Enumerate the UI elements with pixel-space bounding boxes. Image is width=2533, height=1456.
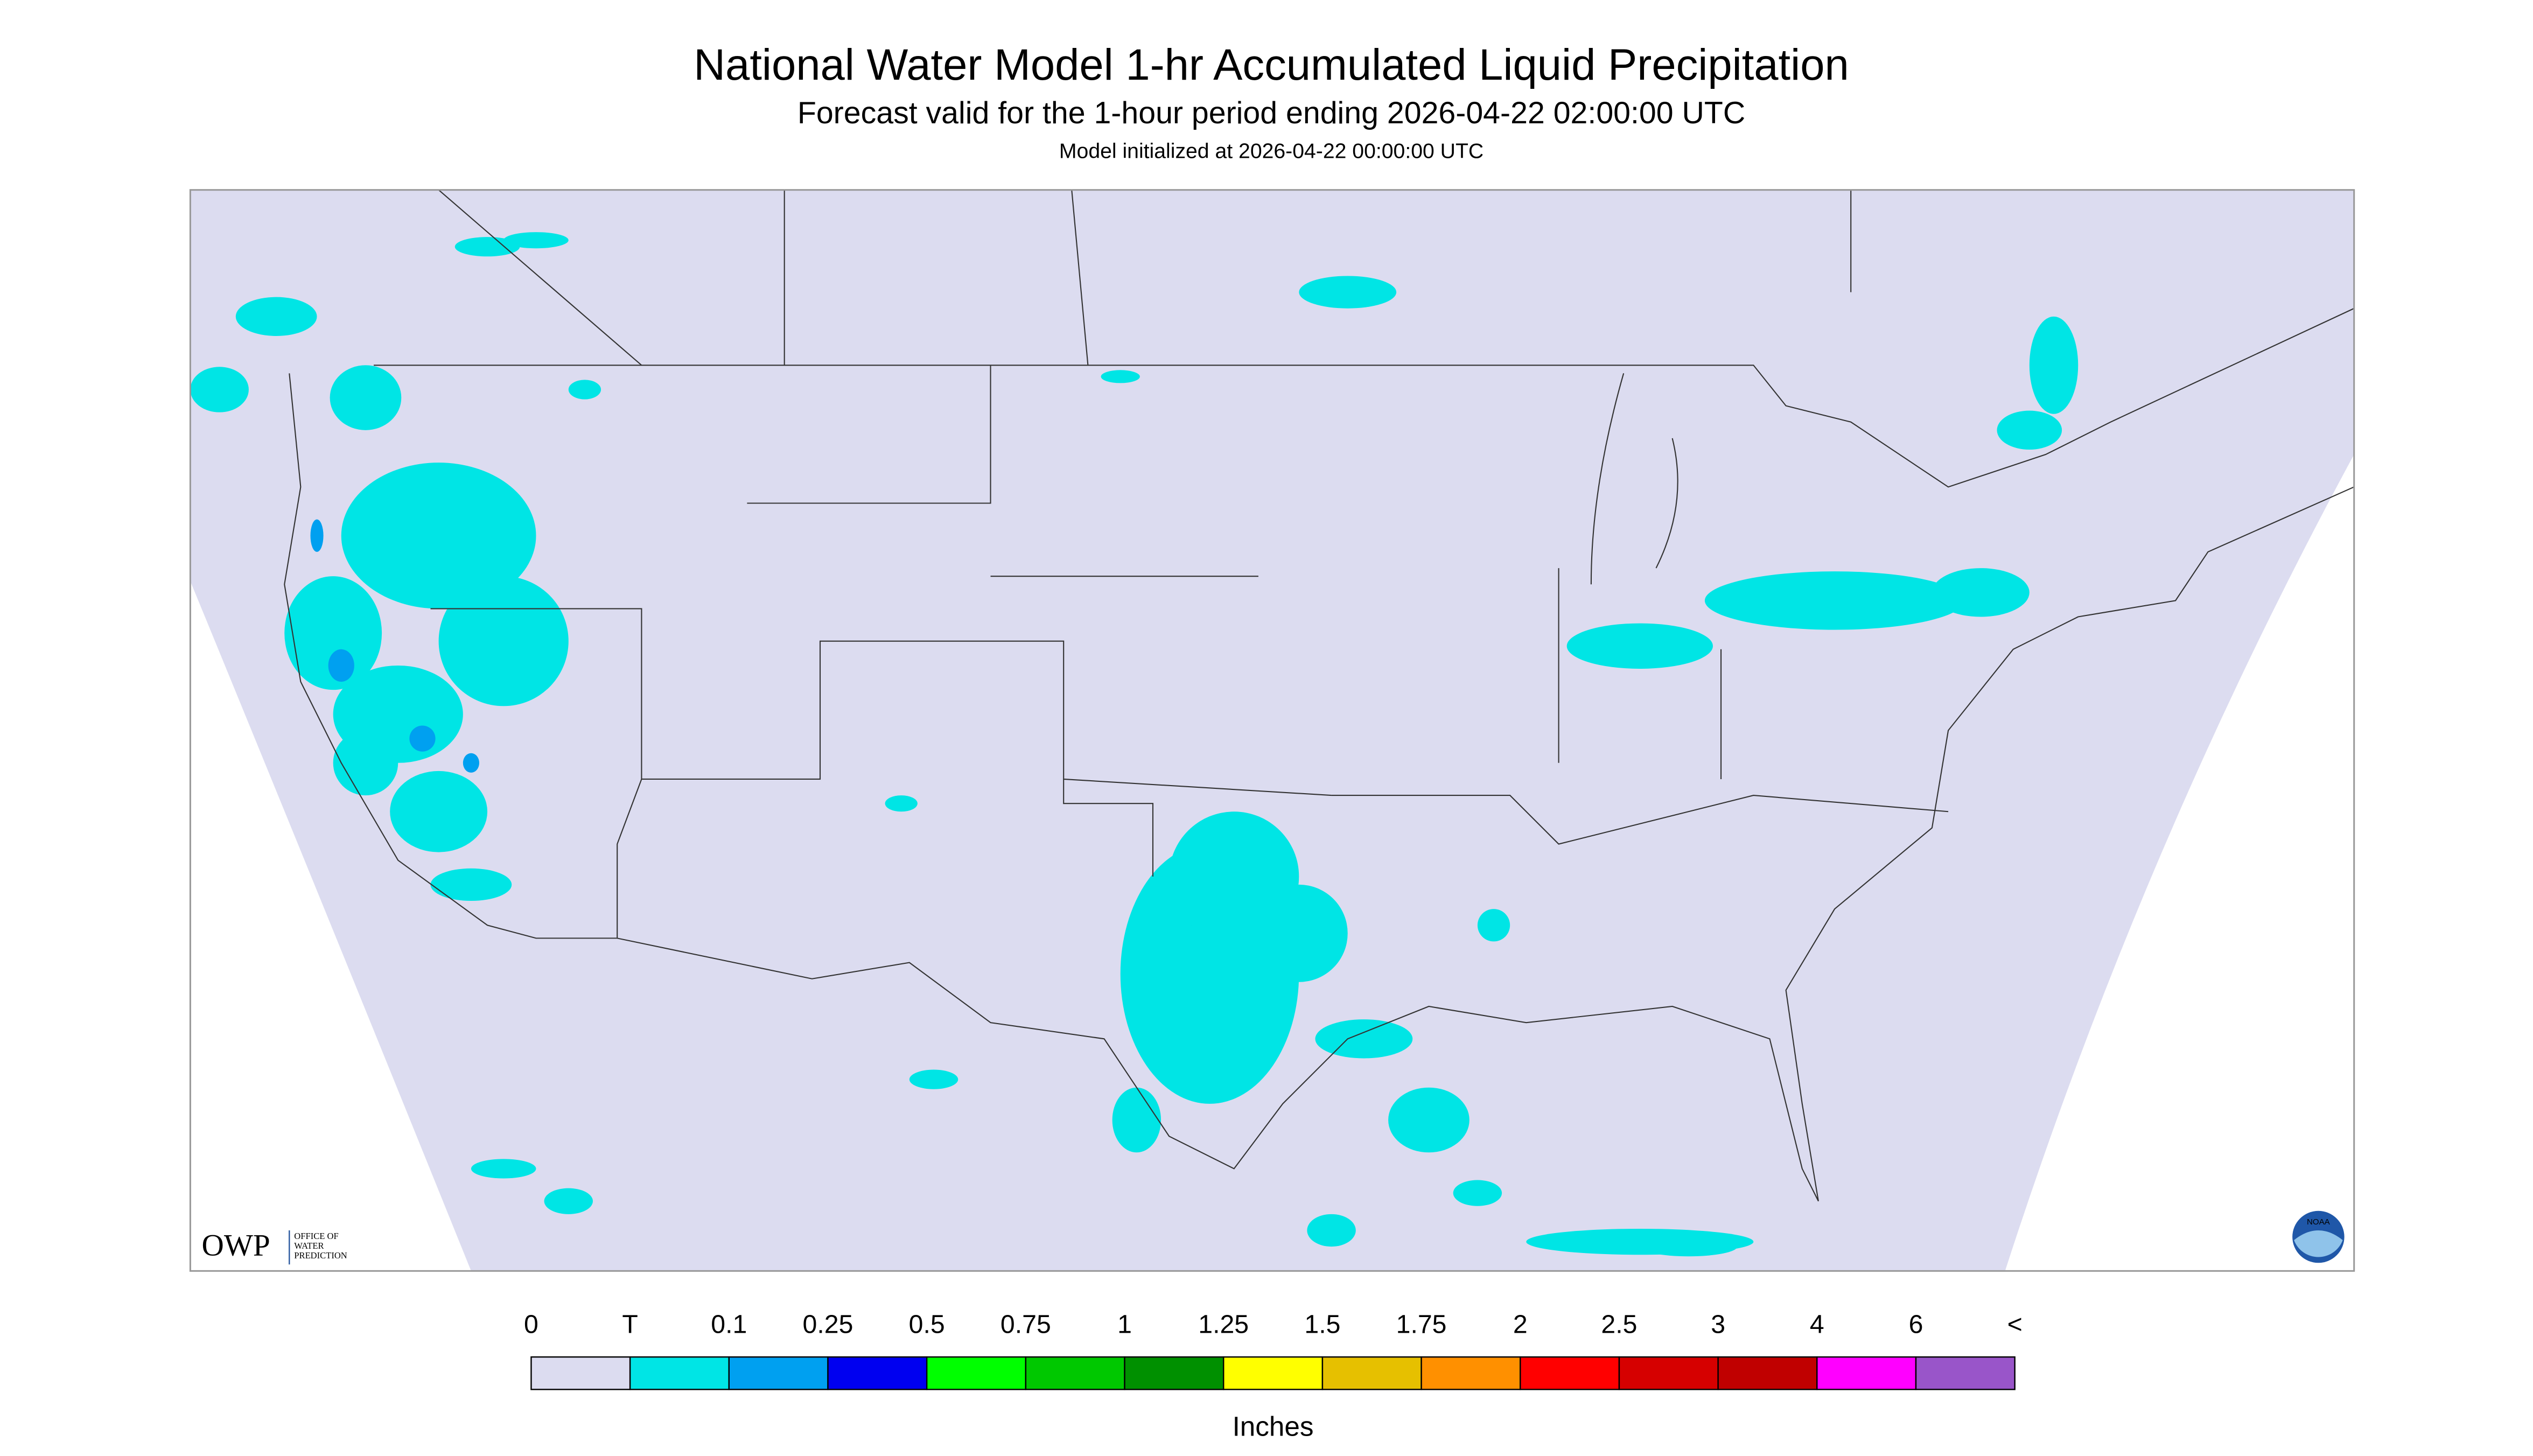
precip-area xyxy=(544,1188,593,1214)
map-frame xyxy=(189,189,2355,1272)
owp-logo-text: PREDICTION xyxy=(294,1250,347,1261)
precip-heavy xyxy=(328,649,354,682)
precip-area xyxy=(430,868,512,901)
noaa-logo-wave xyxy=(2294,1230,2343,1257)
precip-area xyxy=(330,365,402,430)
precip-area xyxy=(471,1159,536,1179)
precip-area xyxy=(1315,1019,1413,1059)
init-time: Model initialized at 2026-04-22 00:00:00… xyxy=(1059,140,1484,163)
legend-label: 4 xyxy=(1810,1310,1824,1339)
precip-area xyxy=(2029,316,2079,414)
legend-label: 2 xyxy=(1513,1310,1528,1339)
precip-area xyxy=(284,576,382,690)
boundary-line xyxy=(1331,795,1949,845)
legend-swatch xyxy=(1520,1356,1620,1390)
precip-area xyxy=(568,380,601,400)
precip-area xyxy=(1299,276,1397,309)
boundary-line xyxy=(1590,373,1625,585)
legend-label: 3 xyxy=(1711,1310,1725,1339)
precip-area xyxy=(1250,884,1348,982)
precip-area xyxy=(909,1069,958,1089)
legend-label: 2.5 xyxy=(1601,1310,1637,1339)
legend-label: 0.5 xyxy=(909,1310,945,1339)
legend-label: T xyxy=(622,1310,638,1339)
legend-swatch xyxy=(629,1356,730,1390)
precip-area xyxy=(1101,370,1140,383)
precip-area xyxy=(438,576,569,706)
precip-heavy xyxy=(409,725,436,752)
precip-area xyxy=(1640,1237,1738,1257)
boundary-line xyxy=(430,608,1332,796)
precip-area xyxy=(1307,1214,1356,1247)
legend-swatch xyxy=(1421,1356,1521,1390)
owp-logo-text: WATER xyxy=(294,1241,324,1251)
outside-projection-left xyxy=(190,581,471,1271)
precip-area xyxy=(1932,568,2030,617)
boundary-line xyxy=(438,189,642,366)
precip-area xyxy=(341,463,536,609)
legend-label: < xyxy=(2007,1310,2023,1339)
legend-swatch xyxy=(926,1356,1027,1390)
noaa-logo-text: NOAA xyxy=(2307,1217,2331,1227)
map-background xyxy=(190,190,2354,1271)
precip-area xyxy=(190,367,249,412)
subtitle: Forecast valid for the 1-hour period end… xyxy=(797,96,1745,130)
legend-swatch xyxy=(1025,1356,1125,1390)
precip-heavy xyxy=(310,519,324,552)
precip-area xyxy=(1704,571,1965,630)
boundary-line xyxy=(617,779,642,939)
legend-label: 6 xyxy=(1909,1310,1923,1339)
legend-swatch xyxy=(1124,1356,1224,1390)
legend-swatch xyxy=(530,1356,631,1390)
legend-label: 1.75 xyxy=(1396,1310,1447,1339)
precip-area xyxy=(1997,410,2062,450)
precip-area xyxy=(1112,1087,1161,1153)
precip-area xyxy=(454,237,520,257)
legend-label: 0 xyxy=(524,1310,538,1339)
precip-area xyxy=(503,232,569,249)
precip-area xyxy=(390,771,488,852)
boundary-line xyxy=(1655,438,1678,569)
precip-area xyxy=(1477,909,1510,942)
owp-logo-text: OFFICE OF xyxy=(294,1231,338,1241)
precip-heavy xyxy=(463,753,479,773)
legend-label: 0.75 xyxy=(1000,1310,1051,1339)
legend-swatch xyxy=(728,1356,829,1390)
legend-swatch xyxy=(827,1356,928,1390)
precip-area xyxy=(1566,623,1713,669)
legend-swatch xyxy=(1816,1356,1917,1390)
precip-area xyxy=(1453,1180,1502,1206)
precip-area xyxy=(333,730,398,796)
boundary-line xyxy=(747,365,991,504)
legend-swatch xyxy=(1321,1356,1422,1390)
legend: 0 T 0.1 0.25 0.5 0.75 1 1.25 1.5 1.75 2 2.5 3 4 6 < Inch… xyxy=(524,1310,2023,1442)
legend-label: 0.1 xyxy=(711,1310,747,1339)
outside-projection-right xyxy=(2005,454,2354,1271)
legend-label: 1.25 xyxy=(1198,1310,1249,1339)
legend-swatch xyxy=(1915,1356,2016,1390)
legend-label: 1 xyxy=(1117,1310,1132,1339)
legend-label: 1.5 xyxy=(1304,1310,1340,1339)
boundary-line xyxy=(1063,779,1154,877)
boundary-line xyxy=(1071,190,1089,366)
legend-swatch xyxy=(1618,1356,1719,1390)
title: National Water Model 1-hr Accumulated Li… xyxy=(694,40,1849,89)
legend-label: 0.25 xyxy=(803,1310,853,1339)
boundary-line xyxy=(374,307,2355,488)
legend-units: Inches xyxy=(1233,1411,1314,1441)
boundary-line xyxy=(284,373,2355,1202)
precip-area xyxy=(885,795,918,812)
legend-swatch xyxy=(1717,1356,1818,1390)
legend-swatch xyxy=(1223,1356,1324,1390)
precip-area xyxy=(1388,1087,1470,1153)
precip-area xyxy=(235,297,317,336)
owp-logo: OWP xyxy=(201,1228,270,1262)
